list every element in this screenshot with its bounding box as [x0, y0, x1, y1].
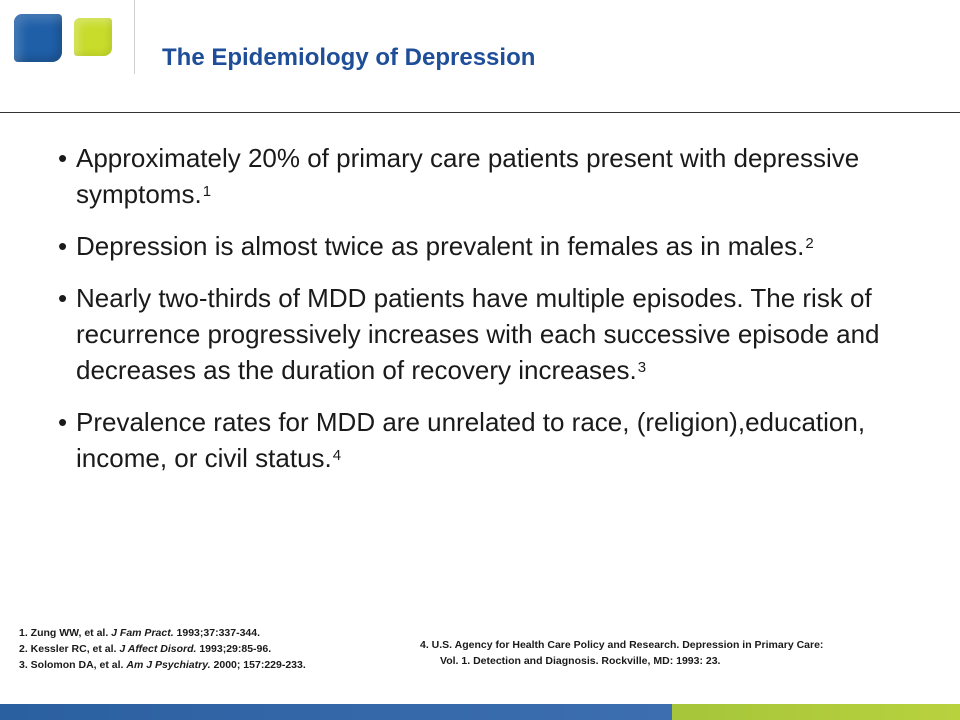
- bullet-list: • Approximately 20% of primary care pati…: [58, 140, 938, 492]
- references-left: 1. Zung WW, et al. J Fam Pract. 1993;37:…: [19, 625, 306, 673]
- bullet-item: • Depression is almost twice as prevalen…: [58, 228, 938, 264]
- logo-blue-square: [14, 14, 62, 62]
- reference-line: Vol. 1. Detection and Diagnosis. Rockvil…: [440, 655, 721, 667]
- reference-line: 4. U.S. Agency for Health Care Policy an…: [420, 639, 824, 651]
- bullet-ref: 4: [332, 447, 342, 464]
- bullet-dot: •: [58, 283, 68, 313]
- footer-color-bar: [0, 704, 960, 720]
- bullet-ref: 1: [202, 183, 212, 200]
- ref-authors: 1. Zung WW, et al.: [19, 627, 112, 639]
- reference-item: 2. Kessler RC, et al. J Affect Disord. 1…: [19, 641, 306, 657]
- ref-journal: Am J Psychiatry.: [126, 659, 211, 671]
- bullet-text: Nearly two-thirds of MDD patients have m…: [76, 283, 880, 385]
- ref-journal: J Affect Disord.: [119, 643, 197, 655]
- bullet-dot: •: [58, 407, 68, 437]
- references-right: 4. U.S. Agency for Health Care Policy an…: [420, 637, 823, 669]
- bullet-text: Prevalence rates for MDD are unrelated t…: [76, 407, 866, 473]
- bullet-ref: 2: [805, 235, 814, 252]
- bullet-dot: •: [58, 231, 68, 261]
- bullet-item: • Nearly two-thirds of MDD patients have…: [58, 280, 938, 388]
- bullet-ref: 3: [637, 359, 647, 376]
- bullet-item: • Prevalence rates for MDD are unrelated…: [58, 404, 938, 476]
- ref-journal: J Fam Pract.: [111, 627, 174, 639]
- reference-item: 3. Solomon DA, et al. Am J Psychiatry. 2…: [19, 657, 306, 673]
- ref-citation: 1993;37:337-344.: [173, 627, 261, 639]
- bullet-dot: •: [58, 143, 68, 173]
- ref-citation: 1993;29:85-96.: [196, 643, 272, 655]
- slide-title: The Epidemiology of Depression: [162, 44, 536, 71]
- ref-authors: 3. Solomon DA, et al.: [19, 659, 127, 671]
- bullet-item: • Approximately 20% of primary care pati…: [58, 140, 938, 212]
- header-divider: [134, 0, 135, 74]
- bullet-text: Approximately 20% of primary care patien…: [76, 143, 860, 209]
- reference-item: 1. Zung WW, et al. J Fam Pract. 1993;37:…: [19, 625, 306, 641]
- title-rule: [0, 112, 960, 113]
- bullet-text: Depression is almost twice as prevalent …: [76, 231, 805, 261]
- ref-citation: 2000; 157:229-233.: [210, 659, 306, 671]
- logo-green-square: [74, 18, 112, 56]
- ref-authors: 2. Kessler RC, et al.: [19, 643, 120, 655]
